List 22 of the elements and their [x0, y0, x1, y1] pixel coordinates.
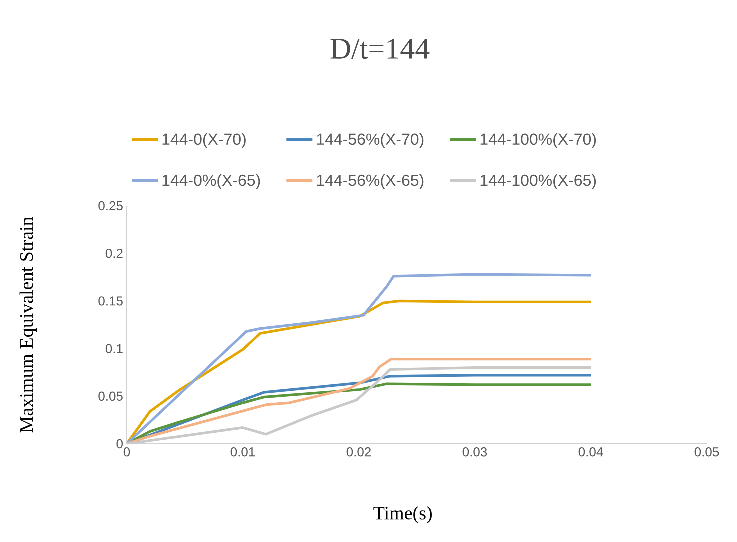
- legend-label: 144-100%(X-70): [480, 133, 596, 148]
- x-tick-label: 0: [124, 448, 130, 457]
- legend-label: 144-0%(X-65): [162, 174, 260, 190]
- x-tick-label: 0.01: [230, 448, 256, 457]
- y-tick-label: 0: [116, 439, 123, 449]
- chart-title: D/t=144: [330, 38, 430, 60]
- legend-label: 144-56%(X-70): [317, 133, 424, 148]
- y-tick-label: 0.2: [106, 248, 123, 258]
- x-tick-label: 0.04: [578, 448, 604, 457]
- x-axis-title: Time(s): [374, 506, 432, 524]
- legend-label: 144-100%(X-65): [480, 174, 596, 190]
- y-tick-label: 0.25: [98, 201, 123, 211]
- x-tick-label: 0.03: [462, 448, 488, 457]
- y-tick-label: 0.05: [98, 392, 123, 402]
- legend-label: 144-0(X-70): [162, 133, 246, 148]
- y-tick-label: 0.15: [98, 296, 123, 306]
- y-axis-title: Maximum Equivalent Strain: [20, 217, 38, 433]
- line-series: [127, 273, 592, 444]
- x-tick-label: 0.02: [346, 448, 371, 457]
- y-tick-label: 0.1: [106, 344, 123, 354]
- legend-label: 144-56%(X-65): [317, 174, 424, 190]
- x-tick-label: 0.05: [694, 448, 720, 457]
